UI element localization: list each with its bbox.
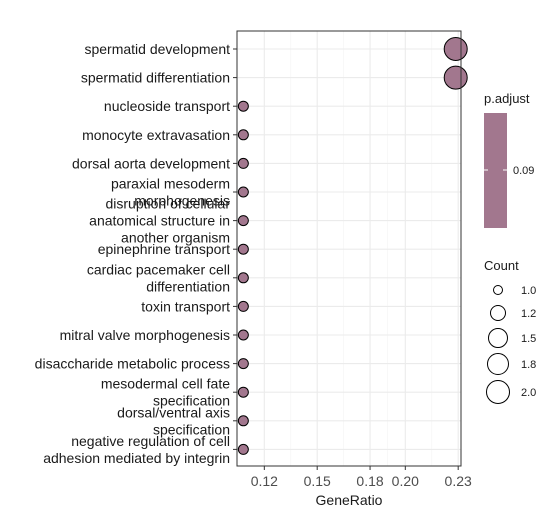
y-tick-label: disaccharide metabolic process [35,356,230,372]
y-tick-label: dorsal aorta development [72,155,230,171]
x-tick-label: 0.20 [392,473,419,489]
y-tick-label: negative regulation of cell [71,433,230,449]
y-tick-label: cardiac pacemaker cell [87,261,230,277]
y-tick-label: toxin transport [141,298,230,314]
y-tick-label: adhesion mediated by integrin [43,450,230,466]
color-legend-title: p.adjust [484,91,530,106]
data-point [237,215,249,227]
panel-border [236,30,462,467]
size-legend-title: Count [484,258,519,273]
x-tick-label: 0.23 [445,473,472,489]
data-point [443,65,468,90]
y-tick-label: morphogenesis [134,193,230,209]
x-tick-label: 0.18 [356,473,383,489]
data-point [237,443,249,455]
data-point [237,272,249,284]
data-point [237,358,249,370]
y-tick-label: specification [153,421,230,437]
y-tick-label: paraxial mesoderm [111,176,230,192]
y-tick-label: mesodermal cell fate [101,376,230,392]
color-bar-tick-label: 0.09 [513,165,534,177]
y-tick-label: dorsal/ventral axis [117,404,230,420]
x-tick-label: 0.15 [304,473,331,489]
size-legend-label: 2.0 [521,387,536,399]
size-legend: Count 1.0 1.2 1.5 1.8 2.0 [484,258,536,404]
size-legend-key [493,285,503,295]
y-tick-label: another organism [121,230,230,246]
data-point [237,300,249,312]
y-tick-label: anatomical structure in [89,213,230,229]
y-tick-label: spermatid development [84,41,230,57]
y-tick-label: disruption of cellular [105,196,230,212]
y-tick-label: differentiation [146,278,230,294]
y-tick-label: mitral valve morphogenesis [60,327,230,343]
data-point [237,329,249,341]
y-tick-label: epinephrine transport [98,241,230,257]
data-point [237,386,249,398]
size-legend-key [486,380,510,404]
size-legend-key [490,305,506,321]
size-legend-label: 1.8 [521,359,536,371]
data-point [237,157,249,169]
y-axis-labels: spermatid development spermatid different… [35,41,237,466]
size-legend-label: 1.2 [521,308,536,320]
y-tick-label: spermatid differentiation [81,70,230,86]
color-legend: p.adjust 0.09 [484,91,534,228]
panel-background [237,31,461,466]
size-legend-label: 1.0 [521,285,536,297]
color-bar [484,113,507,228]
data-point [237,415,249,427]
grid-lines [237,31,461,466]
data-point [237,129,249,141]
data-point [237,243,249,255]
size-legend-key [488,328,508,348]
x-axis-ticks: 0.12 0.15 0.18 0.20 0.23 [251,466,472,489]
y-tick-label: specification [153,393,230,409]
data-point [443,37,468,61]
x-tick-label: 0.12 [251,473,278,489]
x-axis-title: GeneRatio [316,492,383,508]
y-tick-label: nucleoside transport [104,98,230,114]
data-point [237,100,249,112]
data-point [237,186,249,198]
y-tick-label: monocyte extravasation [82,127,230,143]
size-legend-label: 1.5 [521,333,536,345]
size-legend-key [487,353,509,375]
